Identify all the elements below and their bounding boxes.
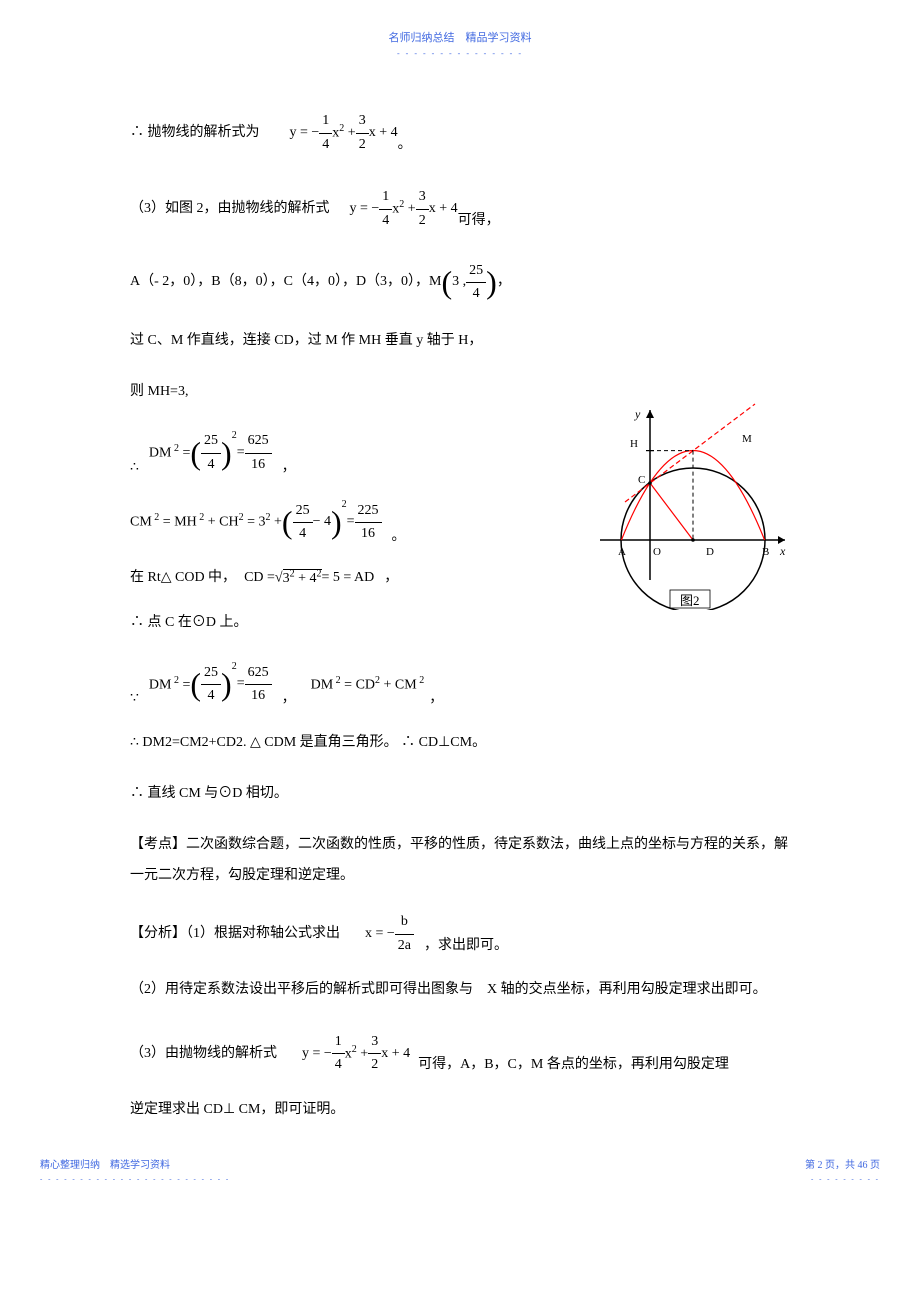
p14-suffix: ，求出即可。 [424, 935, 508, 957]
header-title: 名师归纳总结 精品学习资料 [0, 30, 920, 48]
paragraph-14: 【分析】（1）根据对称轴公式求出 x = −b2a ，求出即可。 [130, 911, 790, 957]
paragraph-10: ∵ DM 2 = (254)2 = 62516 ， DM 2 = CD2 + C… [130, 659, 790, 710]
p6-suffix: ， [282, 457, 296, 479]
svg-text:M: M [742, 433, 752, 445]
paragraph-4: 过 C、M 作直线，连接 CD，过 M 作 MH 垂直 y 轴于 H， [130, 326, 790, 357]
p10-formula2: DM 2 = CD2 + CM 2 [311, 673, 425, 697]
p16-middle: 可得，A，B，C，M 各点的坐标，再利用勾股定理 [418, 1054, 729, 1076]
p1-formula: y = −14x2 + 32x + 4 [290, 110, 398, 156]
p1-suffix: 。 [398, 134, 412, 156]
svg-text:y: y [634, 407, 641, 421]
p2-suffix: 可得， [458, 210, 500, 232]
footer-right-main: 第 2 页，共 46 页 [805, 1158, 880, 1174]
figure-2-svg: x y A O B D C M H 图2 [590, 400, 790, 610]
figure-label: 图2 [680, 593, 700, 608]
paragraph-12: ∴ 直线 CM 与⊙D 相切。 [130, 779, 790, 810]
paragraph-1: ∴ 抛物线的解析式为 y = −14x2 + 32x + 4 。 [130, 110, 790, 156]
p16-formula: y = −14x2 + 32x + 4 [302, 1031, 410, 1077]
footer-left-main: 精心整理归纳 精选学习资料 [40, 1158, 230, 1174]
paragraph-2: （3）如图 2，由抛物线的解析式 y = −14x2 + 32x + 4 可得， [130, 186, 790, 232]
p7-suffix: 。 [392, 526, 406, 548]
p10-formula1: DM 2 = (254)2 = 62516 [149, 659, 272, 710]
paragraph-3: A（- 2，0），B（8，0），C（4，0），D（3，0），M (3 , 254… [130, 257, 790, 308]
paragraph-16: （3）由抛物线的解析式 y = −14x2 + 32x + 4 可得，A，B，C… [130, 1031, 790, 1077]
p1-prefix: ∴ 抛物线的解析式为 [130, 122, 260, 144]
p10-suffix: ， [429, 688, 443, 710]
header-divider: - - - - - - - - - - - - - - - [0, 48, 920, 61]
footer-right: 第 2 页，共 46 页 - - - - - - - - - [805, 1158, 880, 1185]
p8-formula: CD = √32 + 42 = 5 = AD [244, 566, 374, 590]
p14-formula: x = −b2a [365, 911, 414, 957]
p3-suffix: ， [497, 271, 511, 293]
svg-text:D: D [706, 546, 714, 558]
page-header: 名师归纳总结 精品学习资料 - - - - - - - - - - - - - … [0, 0, 920, 80]
document-content: ∴ 抛物线的解析式为 y = −14x2 + 32x + 4 。 （3）如图 2… [0, 80, 920, 1205]
svg-text:C: C [638, 474, 645, 486]
paragraph-11: ∴ DM2=CM2+CD2. △ CDM 是直角三角形。 ∴ CD⊥CM。 [130, 728, 790, 759]
p10-prefix: ∵ [130, 688, 139, 710]
p2-formula: y = −14x2 + 32x + 4 [350, 186, 458, 232]
p3-coord: (3 , 254) [442, 257, 497, 308]
footer-left-sub: - - - - - - - - - - - - - - - - - - - - … [40, 1174, 230, 1185]
paragraph-15: （2）用待定系数法设出平移后的解析式即可得出图象与 X 轴的交点坐标，再利用勾股… [130, 975, 790, 1006]
paragraph-13: 【考点】二次函数综合题，二次函数的性质，平移的性质，待定系数法，曲线上点的坐标与… [130, 830, 790, 892]
footer-left: 精心整理归纳 精选学习资料 - - - - - - - - - - - - - … [40, 1158, 230, 1185]
page-footer: 精心整理归纳 精选学习资料 - - - - - - - - - - - - - … [0, 1158, 920, 1185]
p14-prefix: 【分析】（1）根据对称轴公式求出 [130, 923, 340, 945]
p16-suffix: 逆定理求出 CD⊥ CM，即可证明。 [130, 1095, 790, 1126]
p7-formula: CM 2 = MH 2 + CH2 = 32 + (254 − 4)2 = 22… [130, 497, 382, 548]
p6-formula: DM 2 = (254)2 = 62516 [149, 428, 272, 479]
p6-prefix: ∴ [130, 457, 139, 479]
svg-text:x: x [779, 544, 786, 558]
svg-text:O: O [653, 546, 661, 558]
p8-suffix: ， [384, 567, 398, 589]
p2-prefix: （3）如图 2，由抛物线的解析式 [130, 198, 330, 220]
footer-right-sub: - - - - - - - - - [805, 1174, 880, 1185]
figure-2-diagram: x y A O B D C M H 图2 [590, 400, 790, 618]
p16-prefix: （3）由抛物线的解析式 [130, 1043, 277, 1065]
svg-text:H: H [630, 438, 638, 450]
p3-text: A（- 2，0），B（8，0），C（4，0），D（3，0），M [130, 271, 442, 293]
p8-prefix: 在 Rt△ COD 中， [130, 567, 236, 589]
